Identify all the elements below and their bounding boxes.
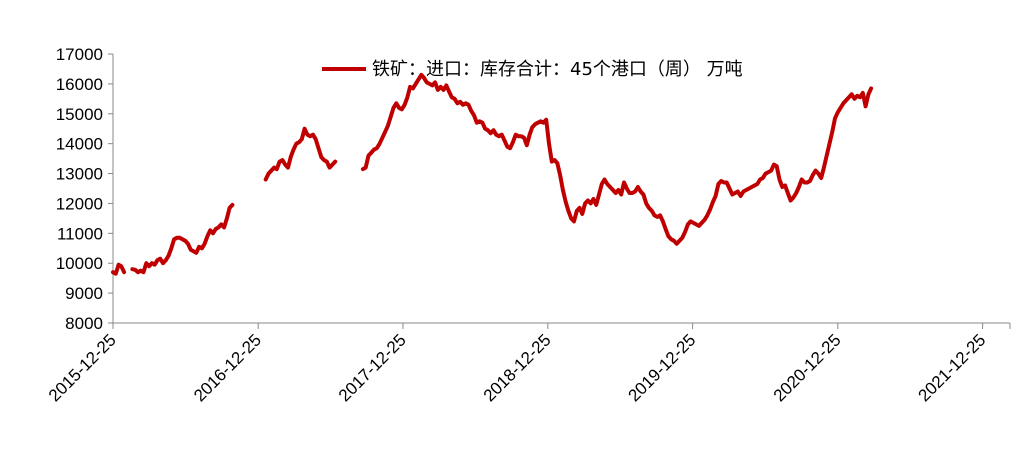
- y-tick-label: 8000: [65, 314, 103, 333]
- x-tick-label: 2017-12-25: [335, 330, 410, 405]
- y-tick-label: 14000: [56, 135, 103, 154]
- x-tick-label: 2018-12-25: [480, 330, 555, 405]
- y-tick-label: 16000: [56, 75, 103, 94]
- y-tick-label: 9000: [65, 284, 103, 303]
- y-tick-label: 12000: [56, 194, 103, 213]
- legend-label: 铁矿：进口：库存合计：45个港口（周） 万吨: [372, 59, 743, 80]
- x-tick-label: 2021-12-25: [915, 330, 990, 405]
- series-layer: [111, 72, 874, 276]
- y-tick-label: 11000: [57, 224, 103, 243]
- x-tick-label: 2015-12-25: [45, 330, 120, 405]
- y-tick-label: 10000: [56, 254, 103, 273]
- x-tick-label: 2016-12-25: [190, 330, 265, 405]
- y-tick-label: 15000: [56, 105, 103, 124]
- x-tick-label: 2020-12-25: [770, 330, 845, 405]
- y-tick-label: 17000: [56, 45, 103, 64]
- x-tick-label: 2019-12-25: [625, 330, 700, 405]
- y-tick-label: 13000: [56, 165, 103, 184]
- series-line: [111, 72, 874, 276]
- legend: 铁矿：进口：库存合计：45个港口（周） 万吨: [322, 59, 743, 80]
